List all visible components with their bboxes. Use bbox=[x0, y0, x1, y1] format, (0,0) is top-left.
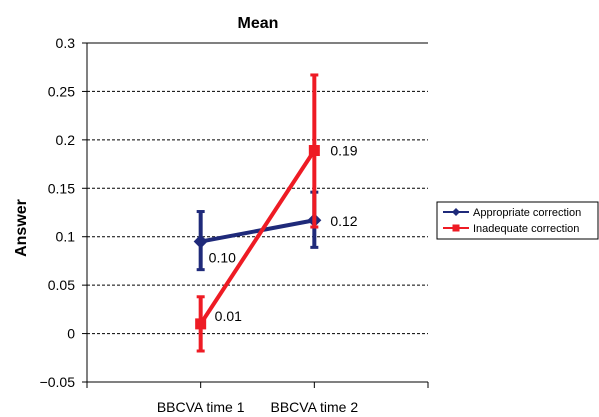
y-tick-label: 0.05 bbox=[48, 277, 75, 293]
y-tick-label: 0.1 bbox=[56, 229, 76, 245]
data-labels: 0.10 0.12 0.01 0.19 bbox=[209, 143, 358, 324]
series-inadequate-correction bbox=[195, 73, 320, 353]
data-label: 0.10 bbox=[209, 250, 236, 266]
chart-title: Mean bbox=[238, 15, 279, 32]
data-label: 0.12 bbox=[330, 213, 357, 229]
data-point bbox=[195, 318, 207, 330]
gridlines bbox=[87, 42, 428, 335]
legend-label: Appropriate correction bbox=[473, 207, 581, 219]
y-tick-label: −0.05 bbox=[40, 374, 76, 390]
legend-marker bbox=[452, 208, 460, 216]
data-label: 0.01 bbox=[215, 308, 242, 324]
y-tick-label: 0.25 bbox=[48, 83, 75, 99]
legend: Appropriate correction Inadequate correct… bbox=[436, 201, 599, 240]
y-tick-label: 0.15 bbox=[48, 180, 75, 196]
series-area bbox=[193, 73, 322, 353]
y-tick-label: 0.3 bbox=[56, 35, 76, 51]
x-tick-label: BBCVA time 1 bbox=[157, 399, 245, 415]
series-line bbox=[198, 149, 317, 325]
legend-label: Inadequate correction bbox=[473, 223, 579, 235]
data-point bbox=[308, 145, 320, 157]
y-tick-label: 0.2 bbox=[56, 132, 76, 148]
x-tick-label: BBCVA time 2 bbox=[270, 399, 358, 415]
y-tick-label: 0 bbox=[67, 326, 75, 342]
data-label: 0.19 bbox=[330, 143, 357, 159]
legend-marker bbox=[452, 224, 460, 232]
axes: −0.05 0 0.05 0.1 0.15 0.2 0.25 0.3 BBCVA time 1 B… bbox=[40, 35, 429, 415]
y-axis-label: Answer bbox=[13, 199, 30, 257]
series-line bbox=[200, 218, 315, 244]
data-point bbox=[193, 234, 208, 249]
legend-box bbox=[436, 201, 599, 240]
